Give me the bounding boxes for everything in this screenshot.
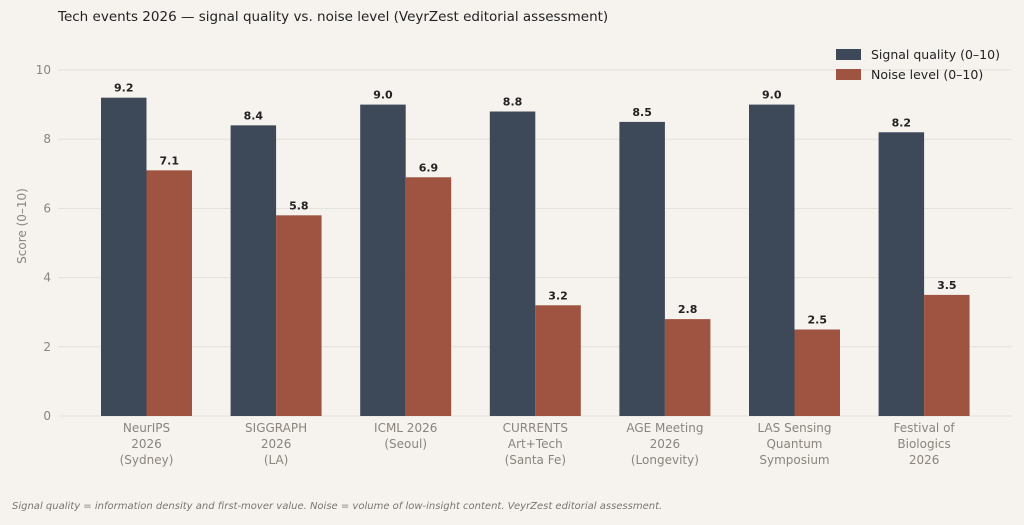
y-tick-label: 2 [43,340,51,354]
value-label-noise: 3.5 [937,279,957,292]
value-labels: 9.2 7.1 8.4 5.8 9.0 6.9 8.8 3.2 8.5 2.8 9.0 2.5 8.2 3… [114,82,957,327]
value-label-signal: 8.2 [892,116,912,129]
y-tick-label: 8 [43,132,51,146]
x-tick-label: SIGGRAPH 2026 (LA) [245,421,307,467]
value-label-noise: 2.5 [808,314,828,327]
y-tick-label: 6 [43,201,51,215]
legend-swatch-noise [836,68,861,80]
value-label-signal: 8.4 [244,109,264,122]
legend: Signal quality (0–10) Noise level (0–10) [836,44,1000,84]
bar-noise [794,329,840,416]
y-tick-label: 4 [43,271,51,285]
bar-noise [664,319,711,416]
bar-noise [924,294,970,416]
y-tick-label: 10 [36,63,51,77]
x-tick-label: AGE Meeting 2026 (Longevity) [626,421,703,467]
value-label-noise: 6.9 [419,161,439,174]
legend-item-signal: Signal quality (0–10) [836,44,1000,64]
bar-signal [230,125,277,417]
legend-label-noise: Noise level (0–10) [871,66,984,82]
value-label-noise: 7.1 [160,154,180,167]
legend-label-signal: Signal quality (0–10) [871,46,1000,62]
value-label-signal: 9.0 [373,89,393,102]
value-label-noise: 3.2 [548,289,568,302]
bar-signal [489,111,536,417]
bar-signal [749,104,795,416]
y-axis-title: Score (0–10) [15,188,29,264]
bar-signal [878,132,925,416]
value-label-signal: 9.0 [762,89,782,102]
bar-signal [101,97,147,417]
bar-signal [360,104,406,416]
value-label-noise: 2.8 [678,303,698,316]
value-label-signal: 8.8 [503,96,523,109]
bar-signal [619,121,665,417]
bar-noise [405,177,452,416]
x-tick-label: Festival of Biologics 2026 [894,421,956,467]
bar-noise [276,215,322,416]
x-tick-label: LAS Sensing Quantum Symposium [757,421,831,467]
bars [101,97,970,417]
x-tick-label: ICML 2026 (Seoul) [374,421,437,451]
y-tick-label: 0 [43,409,51,423]
chart-title: Tech events 2026 — signal quality vs. no… [58,9,609,25]
value-label-noise: 5.8 [289,199,309,212]
x-axis: NeurIPS 2026 (Sydney) SIGGRAPH 2026 (LA) ICML … [120,421,956,467]
x-tick-label: CURRENTS Art+Tech (Santa Fe) [503,421,568,467]
value-label-signal: 9.2 [114,82,134,95]
footnote: Signal quality = information density and… [12,501,663,512]
bar-noise [535,305,581,416]
x-tick-label: NeurIPS 2026 (Sydney) [120,421,174,467]
legend-item-noise: Noise level (0–10) [836,64,1000,84]
value-label-signal: 8.5 [632,106,652,119]
y-axis: 0 2 4 6 8 10 [36,63,51,423]
legend-swatch-signal [836,48,861,60]
bar-noise [146,170,192,416]
